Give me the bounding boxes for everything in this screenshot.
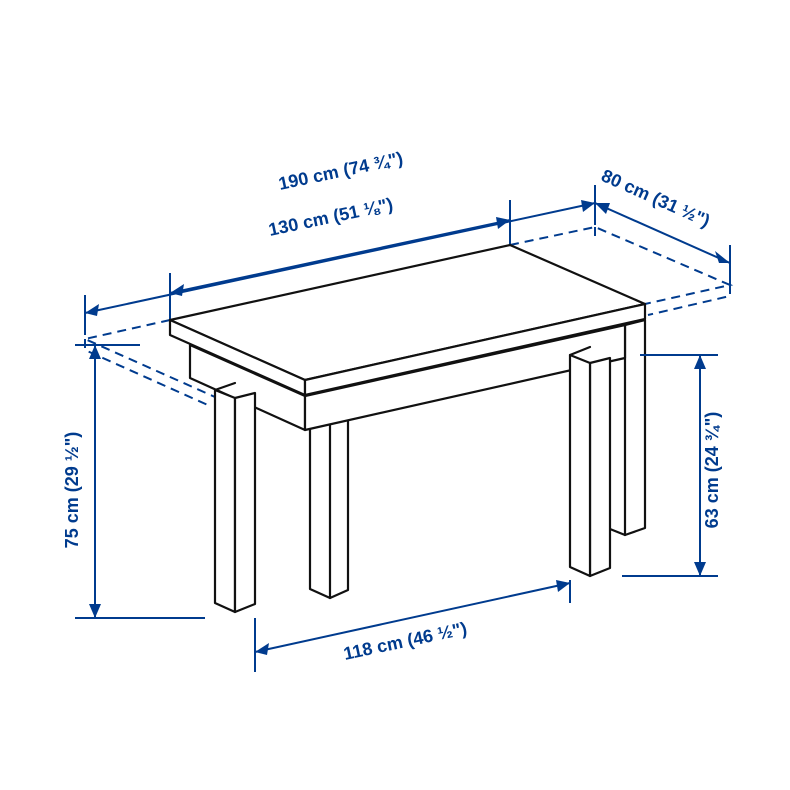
dim-total-height-label: 75 cm (29 ½"): [62, 432, 82, 549]
dim-extended-length-label: 190 cm (74 ¾"): [277, 148, 405, 194]
table-drawing: [170, 245, 645, 612]
dim-leg-span: 118 cm (46 ½"): [255, 580, 570, 672]
table-dimension-diagram: 190 cm (74 ¾") 130 cm (51 ⅛") 80 cm (31 …: [0, 0, 790, 790]
dim-width: 80 cm (31 ½"): [595, 165, 730, 285]
dim-width-label: 80 cm (31 ½"): [598, 165, 713, 231]
dim-table-length-label: 130 cm (51 ⅛"): [267, 194, 395, 240]
dim-total-height: 75 cm (29 ½"): [62, 345, 205, 618]
dim-under-height-label: 63 cm (24 ¾"): [702, 412, 722, 529]
dim-leg-span-label: 118 cm (46 ½"): [342, 618, 469, 664]
dim-under-height: 63 cm (24 ¾"): [622, 355, 722, 576]
